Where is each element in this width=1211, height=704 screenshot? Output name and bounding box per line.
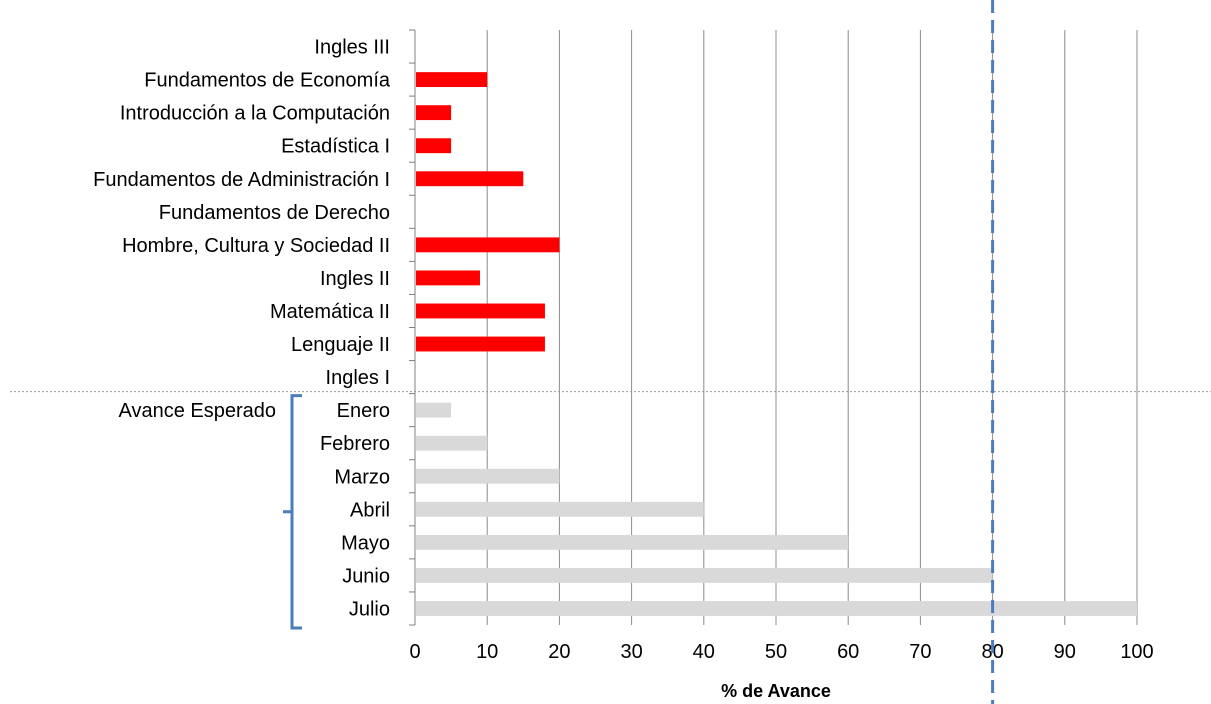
bar — [416, 237, 560, 253]
bar — [416, 336, 545, 352]
axes — [10, 29, 1211, 626]
group-annotation-label: Avance Esperado — [118, 400, 276, 422]
x-tick-label: 100 — [1120, 641, 1153, 663]
category-label: Abril — [350, 499, 390, 521]
x-axis-title: % de Avance — [721, 681, 831, 701]
x-tick-label: 50 — [765, 641, 787, 663]
bar — [416, 501, 704, 517]
x-tick-label: 90 — [1054, 641, 1076, 663]
category-label: Marzo — [334, 466, 390, 488]
category-label: Febrero — [320, 433, 390, 455]
x-tick-label: 70 — [909, 641, 931, 663]
category-label: Junio — [342, 565, 390, 587]
group-bracket — [283, 394, 302, 630]
bar — [416, 534, 849, 550]
category-label: Introducción a la Computación — [120, 103, 390, 125]
x-tick-label: 30 — [620, 641, 642, 663]
bar — [416, 402, 452, 418]
x-tick-label: 0 — [409, 641, 420, 663]
category-labels: Ingles III Fundamentos de Economía Introdu… — [93, 37, 391, 621]
category-label: Ingles II — [320, 268, 390, 290]
x-tick-label: 20 — [548, 641, 570, 663]
category-label: Fundamentos de Derecho — [159, 202, 390, 224]
category-label: Hombre, Cultura y Sociedad II — [122, 235, 390, 257]
category-label: Julio — [349, 598, 390, 620]
category-label: Mayo — [341, 532, 390, 554]
bar — [416, 435, 488, 451]
x-tick-label: 40 — [693, 641, 715, 663]
gridlines — [486, 30, 1138, 625]
bar — [416, 567, 993, 583]
category-label: Enero — [337, 400, 390, 422]
bar — [416, 270, 480, 286]
bar — [416, 468, 560, 484]
x-tick-label: 60 — [837, 641, 859, 663]
bar — [416, 171, 524, 187]
x-tick-label: 10 — [476, 641, 498, 663]
bars — [416, 72, 1137, 616]
category-label: Lenguaje II — [291, 334, 390, 356]
category-label: Fundamentos de Economía — [144, 70, 391, 92]
category-label: Ingles III — [314, 37, 390, 59]
category-label: Matemática II — [270, 301, 390, 323]
category-label: Estadística I — [281, 136, 390, 158]
category-label: Fundamentos de Administración I — [93, 169, 390, 191]
bar — [416, 601, 1137, 616]
bar — [416, 105, 452, 121]
x-tick-labels: 0102030405060708090100 — [409, 641, 1153, 663]
bar — [416, 303, 545, 319]
bar — [416, 138, 452, 154]
annotations: % de Avance Avance Esperado — [118, 0, 995, 704]
category-label: Ingles I — [326, 367, 390, 389]
bar — [416, 72, 488, 88]
